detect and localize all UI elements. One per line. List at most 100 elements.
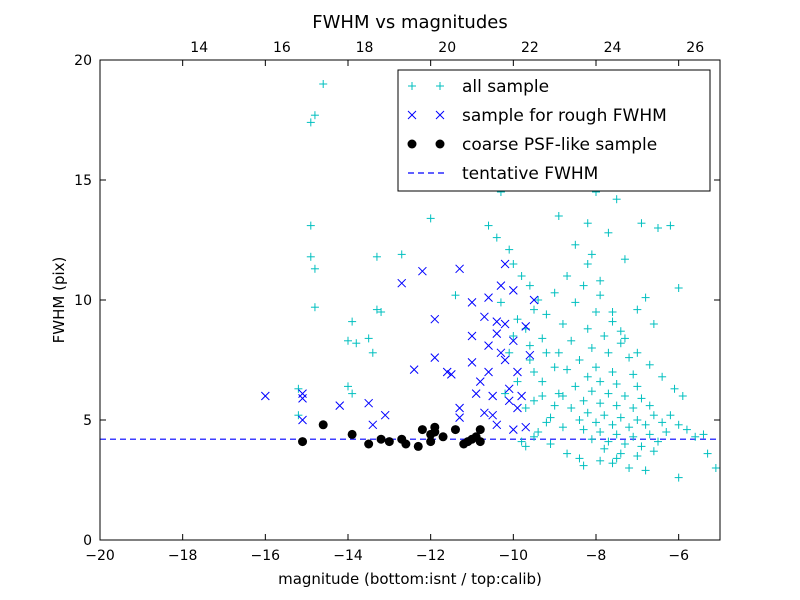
- all-sample-point: [525, 341, 534, 350]
- all-sample-point: [579, 461, 588, 470]
- sample-for-rough-fwhm-point: [380, 410, 390, 420]
- all-sample-point: [348, 317, 357, 326]
- all-sample-point: [587, 387, 596, 396]
- all-sample-point: [703, 449, 712, 458]
- all-sample-point: [641, 466, 650, 475]
- sample-for-rough-fwhm-point: [471, 389, 481, 398]
- all-sample-point: [587, 250, 596, 259]
- all-sample-point: [625, 464, 634, 472]
- all-sample-point: [575, 416, 584, 424]
- all-sample-point: [563, 365, 572, 374]
- sample-for-rough-fwhm-point: [492, 420, 502, 430]
- sample-for-rough-fwhm-point: [500, 319, 510, 329]
- all-sample-point: [604, 348, 613, 357]
- sample-for-rough-fwhm-point: [508, 425, 518, 434]
- sample-for-rough-fwhm-point: [529, 295, 539, 305]
- sample-for-rough-fwhm-point: [455, 403, 464, 413]
- coarse-psf-like-sample-point: [426, 437, 436, 447]
- all-sample-point: [649, 320, 658, 328]
- all-sample-point: [629, 370, 638, 379]
- all-sample-point: [509, 332, 518, 340]
- coarse-psf-like-sample-point: [475, 425, 485, 435]
- all-sample-point: [571, 382, 580, 391]
- legend-label: tentative FWHM: [462, 164, 598, 184]
- all-sample-point: [538, 377, 547, 386]
- coarse-psf-like-sample-point: [475, 437, 485, 447]
- all-sample-point: [596, 456, 605, 465]
- all-sample-point: [294, 384, 303, 393]
- all-sample-point: [629, 432, 638, 441]
- sample-for-rough-fwhm-point: [397, 278, 407, 288]
- legend: all sample sample for rough FWHM coarse PS…: [397, 69, 711, 192]
- sample-for-rough-fwhm-point: [504, 396, 514, 406]
- all-sample-point: [306, 221, 315, 230]
- legend-item-tentative-fwhm: tentative FWHM: [408, 164, 598, 184]
- all-sample-point: [426, 214, 435, 223]
- all-sample-point: [310, 111, 319, 120]
- sample-for-rough-fwhm-point: [496, 281, 506, 290]
- all-sample-point: [674, 284, 683, 292]
- all-sample-point: [310, 303, 319, 312]
- legend-swatch: [407, 110, 417, 120]
- x-tick-label: −6: [668, 548, 689, 564]
- all-sample-point: [600, 332, 609, 340]
- all-sample-point: [344, 336, 352, 345]
- all-sample-point: [608, 308, 617, 316]
- all-sample-point: [492, 233, 501, 242]
- all-sample-point: [501, 389, 510, 398]
- all-sample-point: [563, 272, 572, 280]
- top-x-tick-label: 14: [190, 40, 208, 56]
- x-tick-label: −18: [168, 548, 198, 564]
- coarse-psf-like-sample-point: [413, 441, 423, 451]
- all-sample-point: [550, 363, 559, 372]
- legend-label: coarse PSF-like sample: [462, 135, 657, 155]
- legend-swatch: [436, 82, 444, 90]
- all-sample-point: [682, 425, 691, 434]
- all-sample-point: [344, 382, 352, 391]
- all-sample-point: [310, 264, 319, 273]
- all-sample-point: [530, 305, 538, 314]
- all-sample-point: [583, 372, 592, 381]
- all-sample-point: [517, 272, 526, 280]
- all-sample-point: [625, 423, 634, 432]
- sample-for-rough-fwhm-point: [298, 415, 307, 425]
- all-sample-point: [604, 228, 613, 237]
- x-tick-label: −10: [499, 548, 529, 564]
- coarse-psf-like-sample-point: [450, 425, 460, 435]
- all-sample-point: [583, 324, 592, 333]
- coarse-psf-like-sample-point: [364, 439, 374, 449]
- all-sample-point: [645, 401, 654, 410]
- all-sample-point: [674, 473, 683, 482]
- legend-swatch: [408, 82, 416, 90]
- all-sample-point: [567, 404, 576, 412]
- legend-box: [397, 69, 711, 192]
- legend-swatch: [435, 110, 445, 120]
- all-sample-point: [666, 221, 675, 230]
- y-tick-label: 5: [83, 413, 92, 429]
- all-sample-point: [505, 348, 514, 357]
- all-sample-point: [530, 432, 538, 441]
- sample-for-rough-fwhm-point: [480, 312, 489, 322]
- y-tick-label: 0: [83, 533, 92, 549]
- all-sample-point: [592, 363, 600, 372]
- all-sample-point: [608, 459, 617, 468]
- top-x-tick-label: 18: [356, 40, 374, 56]
- all-sample-point: [658, 418, 667, 427]
- all-sample-point: [641, 420, 650, 429]
- all-sample-point: [538, 392, 547, 400]
- all-sample-point: [620, 334, 629, 343]
- all-sample-point: [352, 339, 361, 348]
- all-sample-point: [616, 449, 625, 458]
- all-sample-point: [616, 339, 625, 348]
- all-sample-point: [592, 418, 600, 427]
- all-sample-point: [567, 336, 576, 345]
- coarse-psf-like-sample-point: [376, 434, 386, 444]
- all-sample-point: [608, 420, 617, 429]
- sample-for-rough-fwhm-point: [475, 377, 485, 386]
- all-sample-point: [596, 377, 605, 386]
- coarse-psf-like-sample-point: [401, 439, 411, 449]
- sample-for-rough-fwhm-point: [467, 331, 477, 341]
- sample-for-rough-fwhm-point: [467, 298, 477, 307]
- all-sample-point: [579, 425, 588, 434]
- all-sample-point: [542, 310, 551, 319]
